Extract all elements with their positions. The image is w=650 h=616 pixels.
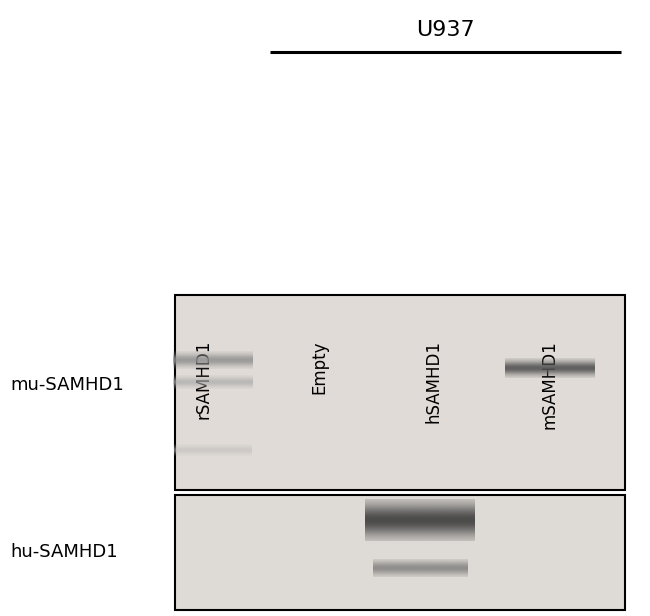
Text: mu-SAMHD1: mu-SAMHD1 xyxy=(10,376,123,394)
Text: hu-SAMHD1: hu-SAMHD1 xyxy=(10,543,118,561)
Text: mSAMHD1: mSAMHD1 xyxy=(540,340,558,429)
Bar xyxy=(175,295,625,490)
Bar xyxy=(175,495,625,610)
Text: rSAMHD1: rSAMHD1 xyxy=(195,340,213,419)
Text: Empty: Empty xyxy=(310,340,328,394)
Text: hSAMHD1: hSAMHD1 xyxy=(425,340,443,423)
Text: U937: U937 xyxy=(416,20,474,40)
